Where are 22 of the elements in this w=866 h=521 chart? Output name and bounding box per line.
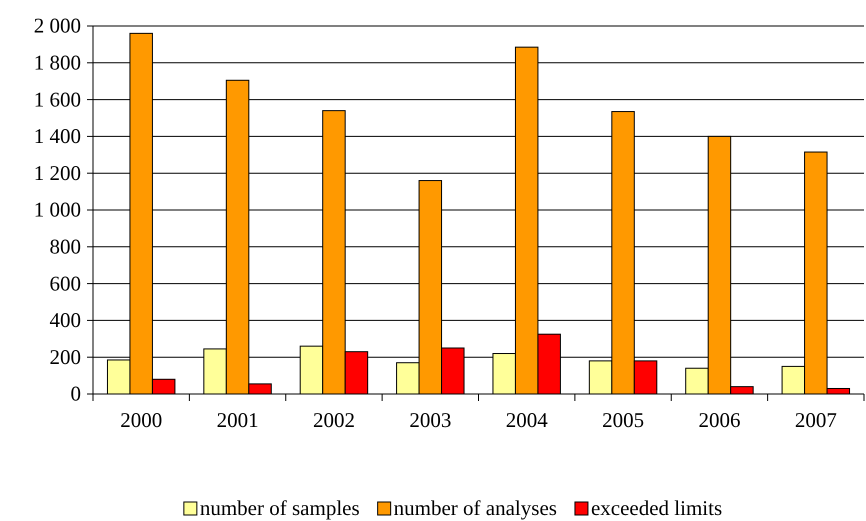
legend-label: number of analyses <box>394 496 557 520</box>
y-tick-label: 400 <box>50 308 81 332</box>
y-tick-label: 1 400 <box>34 124 81 148</box>
x-tick-label: 2003 <box>409 408 452 432</box>
y-tick-label: 0 <box>70 382 81 406</box>
y-tick-label: 2 000 <box>34 14 81 38</box>
x-tick-label: 2000 <box>120 408 162 432</box>
x-tick-label: 2002 <box>312 408 355 432</box>
y-tick-label: 1 200 <box>34 160 81 185</box>
y-tick-label: 600 <box>50 271 81 296</box>
x-tick-label: 2001 <box>216 408 259 432</box>
y-tick-label: 1 800 <box>34 50 81 75</box>
x-tick-label: 2006 <box>698 408 740 432</box>
legend-label: number of samples <box>200 496 360 520</box>
y-tick-label: 800 <box>50 234 81 259</box>
x-tick-label: 2004 <box>506 408 548 432</box>
y-tick-label: 200 <box>50 344 81 369</box>
legend-label: exceeded limits <box>590 496 722 520</box>
x-tick-label: 2005 <box>602 408 644 432</box>
x-tick-label: 2007 <box>794 408 837 432</box>
y-tick-label: 1 600 <box>34 87 81 112</box>
y-tick-label: 1 000 <box>34 198 81 222</box>
